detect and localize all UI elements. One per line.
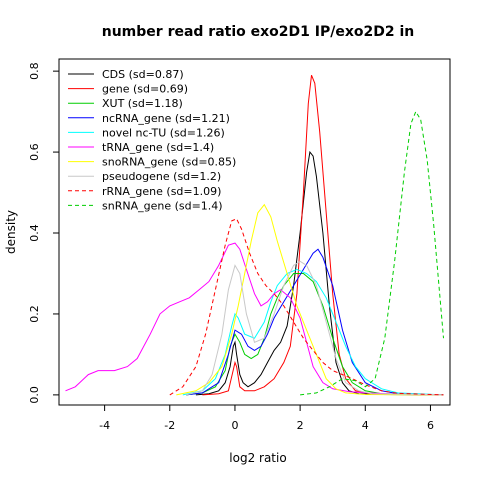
series-line — [169, 218, 444, 396]
y-tick-label: 0.0 — [28, 386, 41, 404]
series-line — [202, 75, 444, 396]
chart-title: number read ratio exo2D1 IP/exo2D2 in — [102, 24, 414, 40]
x-tick-label: 4 — [362, 419, 369, 432]
legend-label: pseudogene (sd=1.2) — [102, 170, 221, 183]
series-line — [65, 242, 444, 396]
x-tick-label: -2 — [164, 419, 175, 432]
series-line — [176, 203, 444, 396]
x-tick-label: 0 — [231, 419, 238, 432]
legend-label: CDS (sd=0.87) — [102, 68, 184, 81]
x-axis: -4 -2 0 2 4 6 — [99, 404, 434, 432]
legend-label: snRNA_gene (sd=1.4) — [102, 199, 223, 212]
x-tick-label: 6 — [427, 419, 434, 432]
series-line — [186, 248, 444, 396]
series-line — [195, 150, 444, 396]
y-tick-label: 0.2 — [28, 305, 41, 323]
y-axis: 0.0 0.2 0.4 0.6 0.8 — [28, 62, 60, 404]
legend-label: novel nc-TU (sd=1.26) — [102, 126, 225, 139]
legend-label: gene (sd=0.69) — [102, 83, 188, 96]
legend-label: tRNA_gene (sd=1.4) — [102, 141, 214, 154]
y-axis-label: density — [4, 210, 18, 254]
legend: CDS (sd=0.87) gene (sd=0.69)XUT (sd=1.18)… — [68, 68, 236, 212]
series-line — [185, 260, 444, 396]
y-tick-label: 0.4 — [28, 224, 41, 242]
series-line — [186, 273, 444, 396]
x-axis-label: log2 ratio — [229, 451, 286, 465]
legend-label: ncRNA_gene (sd=1.21) — [102, 112, 230, 125]
legend-label: snoRNA_gene (sd=0.85) — [102, 156, 236, 169]
x-tick-label: 2 — [297, 419, 304, 432]
y-tick-label: 0.8 — [28, 62, 41, 80]
plot-frame — [58, 58, 451, 406]
y-tick-label: 0.6 — [28, 143, 41, 161]
series-layer — [65, 75, 444, 396]
legend-label: rRNA_gene (sd=1.09) — [102, 185, 221, 198]
x-tick-label: -4 — [99, 419, 110, 432]
series-line — [182, 268, 444, 396]
legend-label: XUT (sd=1.18) — [102, 97, 183, 110]
